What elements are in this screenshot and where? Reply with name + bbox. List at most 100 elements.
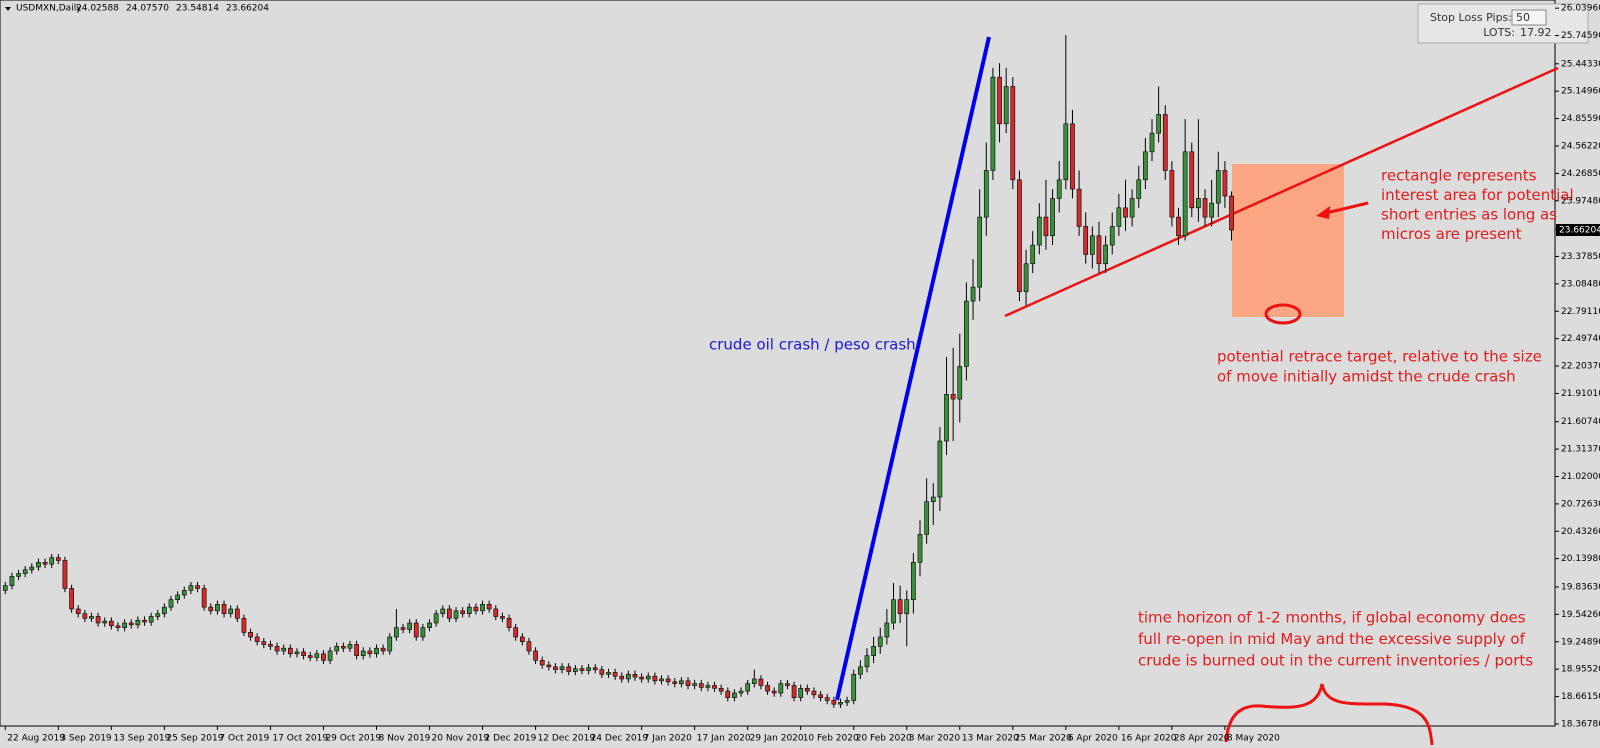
candle-body <box>1182 151 1188 237</box>
candle-body <box>241 618 247 633</box>
y-tick-label: 21.60740 <box>1561 417 1600 427</box>
candle-body <box>659 678 664 682</box>
time-bracket <box>1224 683 1434 746</box>
candle-body <box>891 599 896 624</box>
candle-body <box>1010 86 1016 181</box>
candle-body <box>75 608 81 614</box>
header-values: 24.02588 24.07570 23.54814 23.66204 <box>76 4 269 14</box>
y-tick-label: 22.49740 <box>1561 334 1600 344</box>
y-tick-label: 25.44330 <box>1561 59 1600 69</box>
candle-body <box>533 650 538 661</box>
candle-body <box>1189 151 1195 209</box>
rectangle-note: short entries as long as <box>1381 206 1557 224</box>
y-tick-label: 20.72630 <box>1561 499 1600 509</box>
y-tick-label: 25.14960 <box>1561 87 1600 97</box>
candle-body <box>738 690 744 694</box>
candle-body <box>433 613 439 624</box>
y-tick-label: 23.37850 <box>1561 252 1600 262</box>
candle-body <box>1116 207 1122 227</box>
target-circle <box>1264 303 1302 325</box>
header-value: 24.07570 <box>126 4 169 14</box>
stop-loss-value[interactable]: 50 <box>1516 11 1530 24</box>
candle-body <box>831 700 837 705</box>
x-tick-label: 3 Mar 2020 <box>909 734 961 744</box>
candle-body <box>420 627 426 638</box>
candle-body <box>447 608 452 619</box>
candle-body <box>1136 179 1142 199</box>
candle-body <box>838 702 843 705</box>
menu-arrow[interactable] <box>5 7 11 11</box>
candle-body <box>606 672 611 675</box>
x-tick-label: 20 Nov 2019 <box>432 734 490 744</box>
y-tick-label: 22.79110 <box>1561 307 1600 317</box>
candle-body <box>771 690 777 694</box>
candle-body <box>619 675 625 680</box>
candle-body <box>692 683 698 686</box>
candle-body <box>9 576 15 586</box>
candle-body <box>440 608 446 614</box>
candle-body <box>109 620 114 627</box>
header-value: 24.02588 <box>76 4 119 14</box>
candle-body <box>804 688 810 692</box>
candle-body <box>453 610 459 619</box>
y-tick-label: 23.08480 <box>1561 279 1600 289</box>
y-tick-label: 19.83630 <box>1561 582 1600 592</box>
x-tick-label: 25 Mar 2020 <box>1015 734 1072 744</box>
candle-body <box>579 668 585 671</box>
candle-body <box>1156 114 1161 134</box>
candle-body <box>1202 198 1208 218</box>
price-label: 23.66204 <box>1559 225 1600 235</box>
candle-body <box>513 627 519 638</box>
candle-body <box>911 562 916 600</box>
plot-area <box>0 0 1556 727</box>
x-tick-label: 29 Oct 2019 <box>325 734 381 744</box>
info-panel <box>1417 3 1589 44</box>
candle-body <box>42 562 48 565</box>
stop-loss-input[interactable] <box>1511 9 1547 26</box>
candle-body <box>274 646 280 652</box>
candle-body <box>732 692 737 698</box>
candle-body <box>413 622 419 638</box>
y-tick-label: 24.26850 <box>1561 169 1600 179</box>
candle-body <box>937 440 943 498</box>
x-tick-label: 24 Dec 2019 <box>591 734 649 744</box>
candle-body <box>314 653 320 658</box>
rectangle-note: micros are present <box>1381 225 1522 243</box>
x-tick-label: 20 Feb 2020 <box>856 734 912 744</box>
candle-body <box>427 622 432 628</box>
candle-body <box>546 664 552 668</box>
candle-body <box>672 681 678 684</box>
horizon-note: time horizon of 1-2 months, if global ec… <box>1138 609 1526 627</box>
candle-body <box>347 644 353 649</box>
candle-body <box>261 641 267 645</box>
candle-body <box>977 216 983 288</box>
candle-body <box>599 669 605 675</box>
y-tick-label: 18.36780 <box>1561 719 1600 729</box>
candle-body <box>632 674 638 678</box>
candle-body <box>506 618 512 628</box>
candle-body <box>1050 198 1055 237</box>
candle-body <box>791 685 797 698</box>
header-value: 23.54814 <box>176 4 219 14</box>
candle-body <box>645 675 651 680</box>
y-tick-label: 18.95520 <box>1561 665 1600 675</box>
candle-body <box>1017 179 1022 293</box>
candle-body <box>930 496 936 502</box>
candle-body <box>904 599 910 614</box>
candle-body <box>957 366 963 400</box>
arrow-head <box>1316 206 1330 219</box>
candle-body <box>824 697 830 701</box>
candle-body <box>1063 123 1069 181</box>
candle-body <box>1036 216 1042 246</box>
candle-body <box>586 667 591 671</box>
candle-body <box>705 685 711 688</box>
candle-body <box>745 683 751 692</box>
candle-body <box>301 651 306 656</box>
crash-note: crude oil crash / peso crash <box>709 336 916 354</box>
y-tick-label: 19.24890 <box>1561 637 1600 647</box>
candle-body <box>234 608 240 619</box>
horizon-note: crude is burned out in the current inven… <box>1138 652 1533 670</box>
candle-body <box>1076 188 1082 227</box>
candle-body <box>360 650 366 656</box>
candle-body <box>811 690 817 696</box>
